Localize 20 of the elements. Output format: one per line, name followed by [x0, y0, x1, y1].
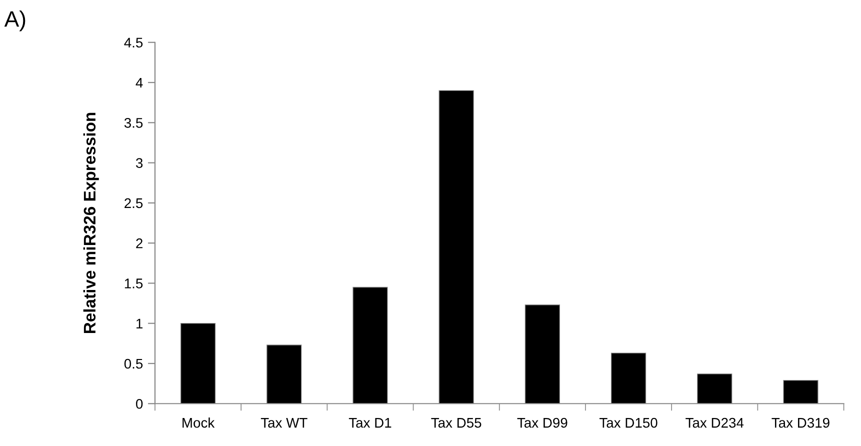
y-tick-label: 2 — [136, 238, 142, 248]
y-tick-label: 1 — [136, 318, 142, 328]
y-tick-label: 4.5 — [124, 38, 143, 48]
y-tick-label: 0 — [136, 398, 143, 409]
y-tick-label: 3.5 — [124, 118, 143, 128]
x-tick-label: Tax WT — [260, 418, 308, 428]
y-tick-label: 0.5 — [124, 358, 143, 369]
y-tick-label: 3 — [136, 158, 143, 168]
x-tick-label: Tax D319 — [772, 418, 830, 428]
x-tick-label: Tax D234 — [686, 418, 744, 428]
y-tick-label: 4 — [136, 78, 143, 88]
y-tick-label: 1.5 — [124, 278, 143, 288]
x-tick-label: Tax D150 — [600, 418, 658, 428]
x-tick-label: Tax D55 — [431, 418, 482, 428]
x-tick-label: Tax D99 — [517, 418, 568, 428]
x-tick-label: Tax D1 — [348, 418, 392, 428]
y-axis-title: Relative miR326 Expression — [83, 112, 99, 334]
x-tick-label: Mock — [182, 418, 215, 428]
y-tick-label: 2.5 — [124, 198, 143, 208]
text: A) — [4, 10, 26, 32]
